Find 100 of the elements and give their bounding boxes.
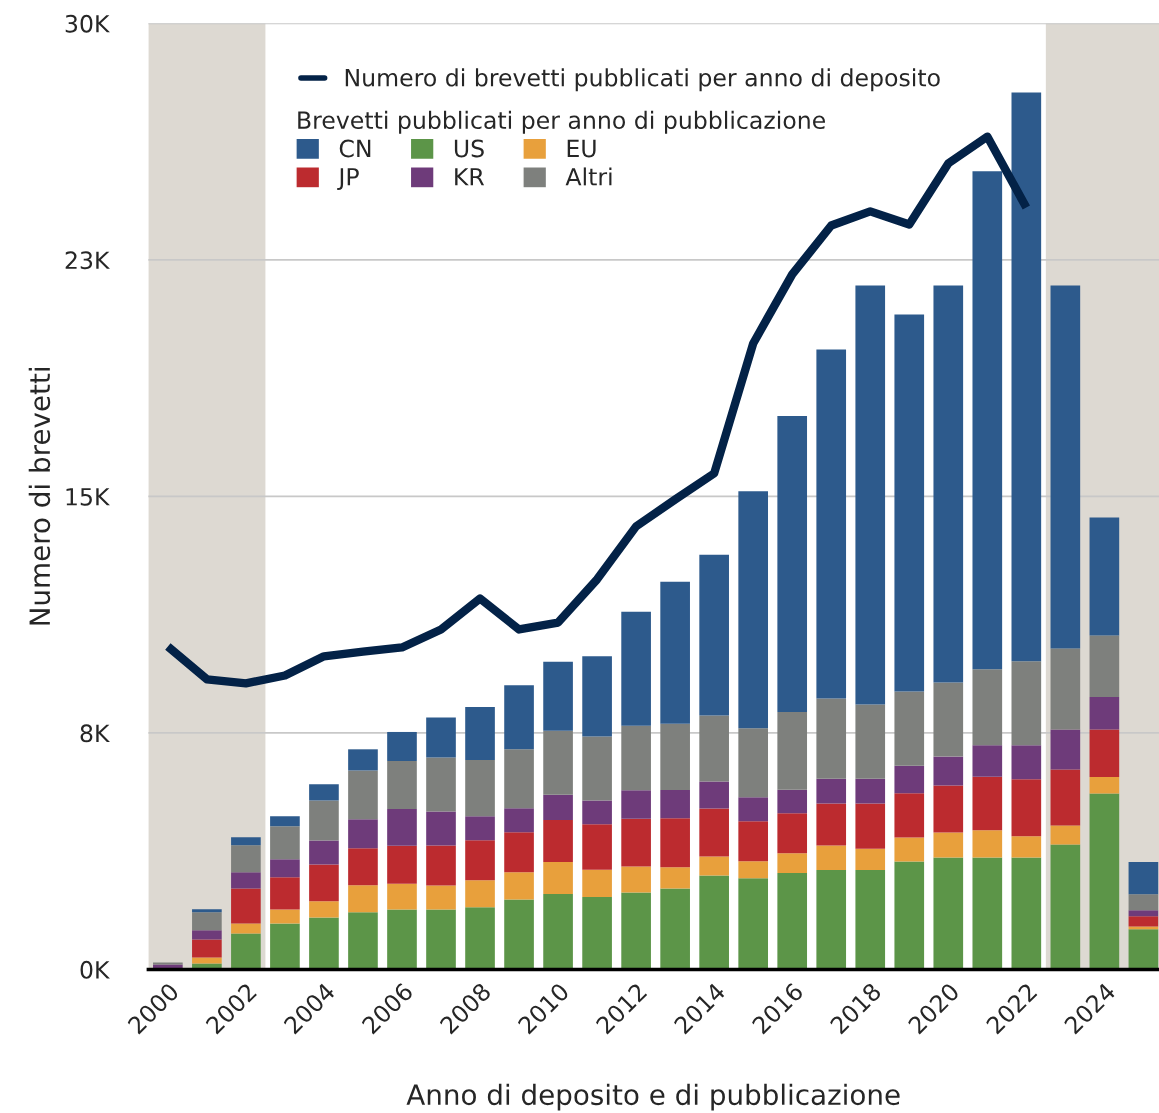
bar bbox=[309, 840, 339, 865]
bar bbox=[1128, 926, 1159, 930]
bar bbox=[855, 870, 886, 970]
y-tick-label: 8K bbox=[80, 724, 110, 743]
bar bbox=[1011, 745, 1042, 780]
bar bbox=[1089, 729, 1120, 778]
y-axis-title: Numero di brevetti bbox=[28, 368, 51, 625]
bar bbox=[387, 760, 417, 809]
y-tick-label: 0K bbox=[80, 960, 110, 979]
bar bbox=[582, 896, 612, 970]
bar bbox=[426, 757, 456, 812]
bar bbox=[543, 730, 573, 795]
bar bbox=[621, 725, 651, 791]
bar bbox=[192, 930, 222, 940]
bar bbox=[582, 869, 612, 897]
bar bbox=[1089, 517, 1120, 636]
bar bbox=[465, 707, 495, 761]
bar bbox=[972, 171, 1003, 670]
bar bbox=[1128, 910, 1159, 917]
bar bbox=[933, 832, 964, 858]
bar bbox=[543, 661, 573, 731]
bar bbox=[894, 314, 925, 692]
bar bbox=[504, 872, 534, 900]
bar bbox=[387, 845, 417, 884]
bar bbox=[855, 285, 886, 705]
bar bbox=[543, 861, 573, 895]
bar bbox=[855, 803, 886, 849]
bar bbox=[699, 781, 729, 809]
bar bbox=[621, 611, 651, 726]
bar bbox=[582, 800, 612, 825]
bar bbox=[894, 837, 925, 862]
bar bbox=[387, 731, 417, 761]
bar bbox=[738, 728, 769, 798]
bar bbox=[621, 892, 651, 970]
bar bbox=[1011, 779, 1042, 837]
bar bbox=[1050, 844, 1081, 970]
bar bbox=[504, 832, 534, 873]
bar bbox=[621, 866, 651, 893]
x-axis-title: Anno di deposito e di pubblicazione bbox=[406, 1083, 900, 1111]
bar bbox=[348, 912, 378, 970]
bar bbox=[1011, 857, 1042, 970]
bar bbox=[192, 939, 222, 958]
bar bbox=[387, 909, 417, 970]
bar bbox=[465, 907, 495, 970]
bar bbox=[309, 864, 339, 902]
bar bbox=[660, 789, 690, 819]
legend-label: KR bbox=[455, 168, 485, 186]
bar bbox=[1050, 825, 1081, 845]
bar bbox=[270, 826, 300, 860]
legend-label: EU bbox=[567, 139, 596, 158]
bar bbox=[465, 880, 495, 908]
bar bbox=[309, 784, 339, 801]
bar bbox=[855, 848, 886, 871]
bar bbox=[894, 793, 925, 838]
bar bbox=[777, 415, 808, 713]
bar bbox=[387, 883, 417, 910]
bar bbox=[660, 818, 690, 868]
bar bbox=[192, 909, 222, 913]
bar bbox=[1089, 777, 1120, 794]
bar bbox=[1050, 729, 1081, 770]
bar bbox=[231, 933, 261, 970]
bar bbox=[777, 789, 808, 814]
bar bbox=[270, 859, 300, 878]
bar bbox=[699, 808, 729, 857]
bar bbox=[972, 776, 1003, 831]
legend-title: Brevetti pubblicati per anno di pubblicazione bbox=[298, 110, 825, 134]
bar bbox=[192, 957, 222, 964]
bar bbox=[894, 765, 925, 794]
bar bbox=[1011, 661, 1042, 746]
bar bbox=[933, 682, 964, 757]
bar bbox=[543, 894, 573, 970]
bar bbox=[504, 899, 534, 970]
bar bbox=[777, 712, 808, 790]
bar bbox=[699, 554, 729, 716]
bar bbox=[699, 856, 729, 876]
bar bbox=[426, 845, 456, 886]
bar bbox=[348, 749, 378, 771]
bar bbox=[1011, 92, 1042, 662]
bar bbox=[231, 845, 261, 873]
bar bbox=[1011, 836, 1042, 858]
bar bbox=[348, 848, 378, 886]
bar bbox=[1050, 648, 1081, 730]
bar bbox=[387, 808, 417, 846]
bar bbox=[972, 857, 1003, 970]
bar bbox=[660, 888, 690, 970]
bar bbox=[738, 797, 769, 822]
legend-label: JP bbox=[337, 168, 359, 191]
bar bbox=[699, 875, 729, 970]
bar bbox=[1050, 285, 1081, 649]
bar bbox=[426, 717, 456, 758]
bar bbox=[1050, 769, 1081, 826]
bar bbox=[1128, 916, 1159, 927]
y-tick-label: 30K bbox=[65, 14, 110, 33]
bar bbox=[738, 821, 769, 862]
bar bbox=[738, 861, 769, 879]
legend-label: Altri bbox=[565, 167, 612, 186]
bar bbox=[738, 878, 769, 970]
bar bbox=[933, 756, 964, 786]
bar bbox=[816, 803, 847, 846]
bar bbox=[933, 785, 964, 833]
